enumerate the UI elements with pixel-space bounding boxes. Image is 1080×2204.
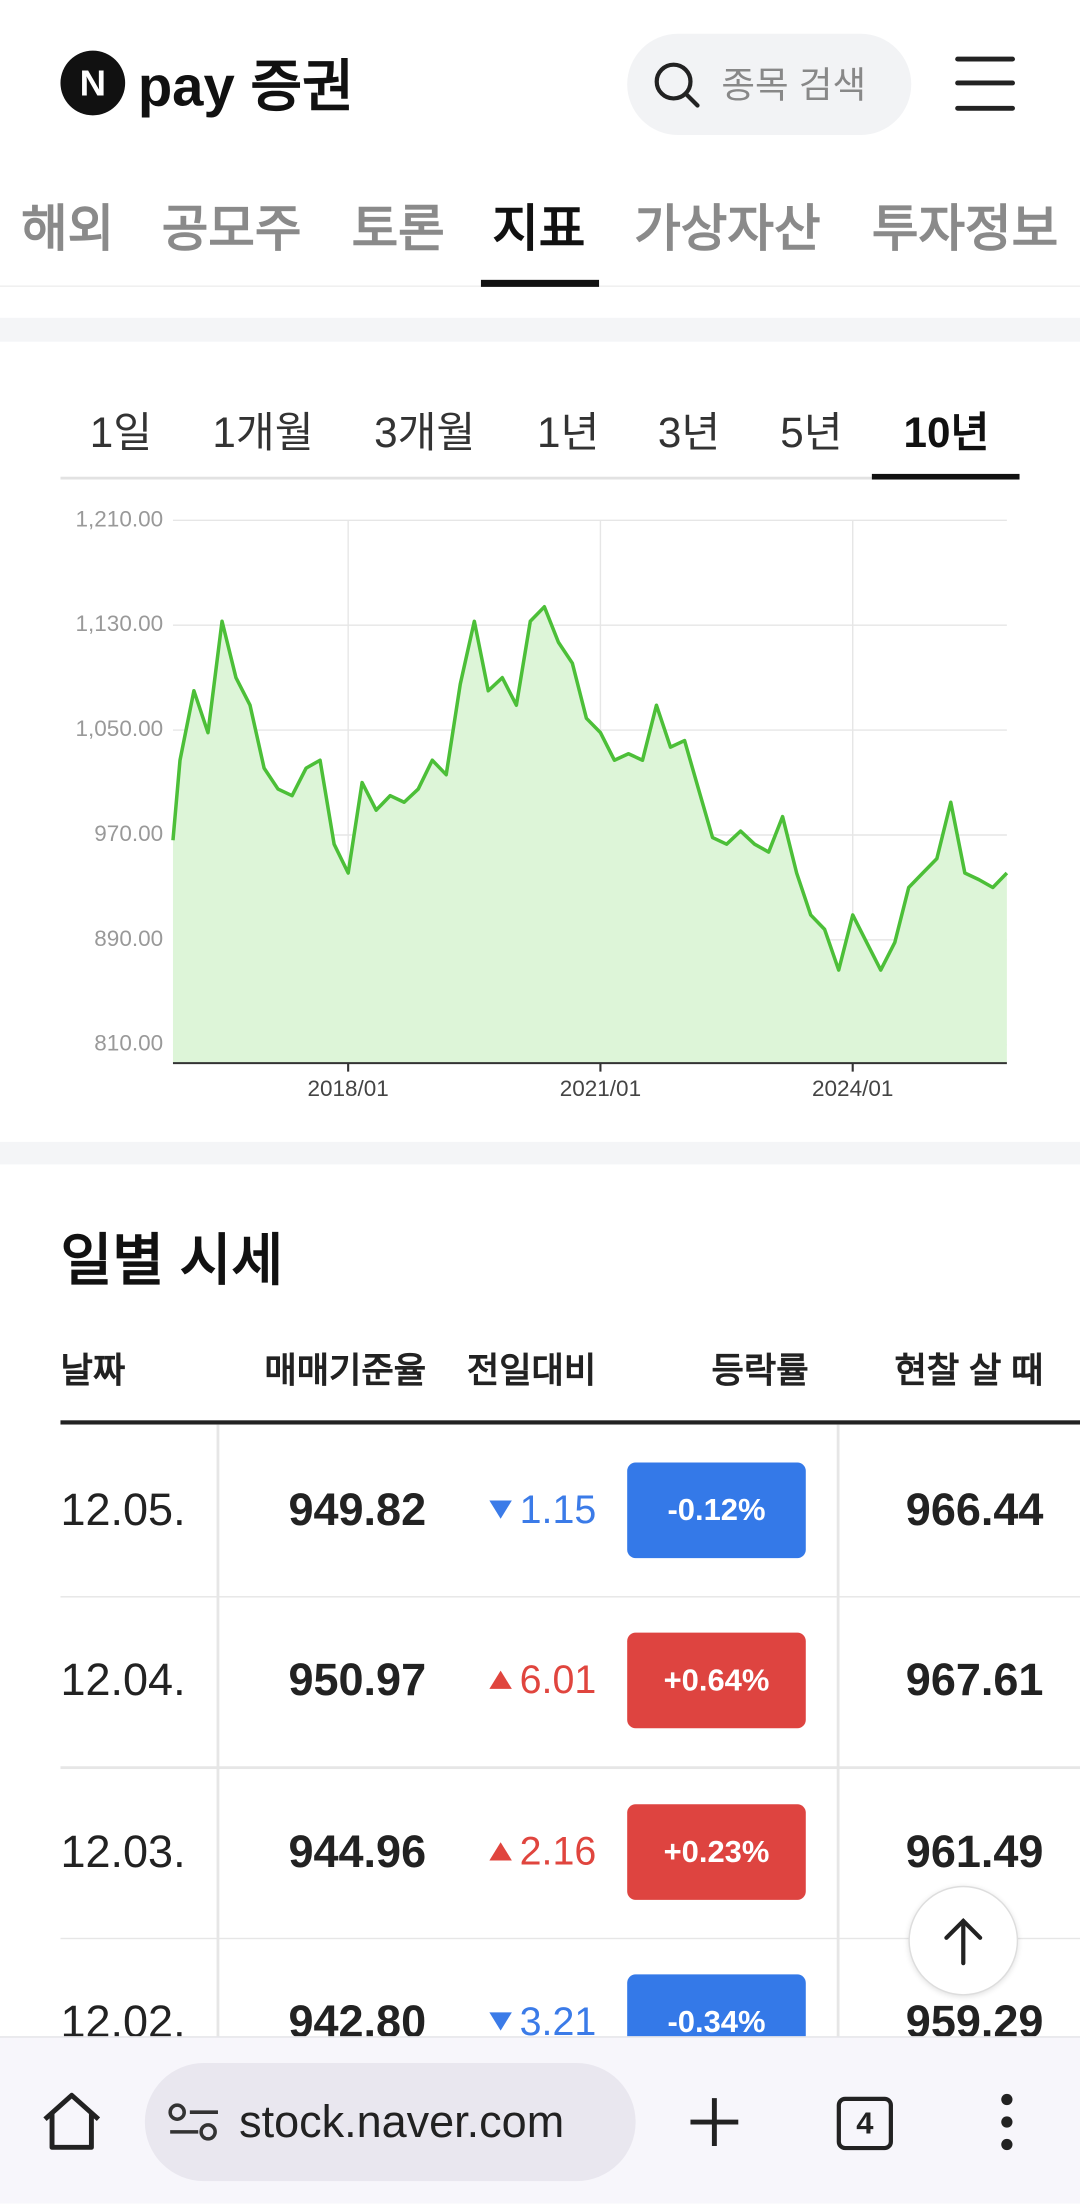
column-header: 날짜 xyxy=(60,1351,126,1391)
x-tick-label: 2018/01 xyxy=(307,1076,388,1101)
change-badge: +0.23% xyxy=(627,1803,806,1900)
column-header: 매매기준율 xyxy=(264,1351,427,1391)
more-button[interactable] xyxy=(993,2091,1021,2153)
nav-tab[interactable]: 투자정보 xyxy=(871,199,1059,258)
arrow-down xyxy=(488,1500,512,1519)
change-badge: +0.64% xyxy=(627,1633,806,1729)
search-placeholder: 종목 검색 xyxy=(721,63,867,107)
period-tab[interactable]: 1일 xyxy=(89,410,153,458)
search-box[interactable]: 종목 검색 xyxy=(627,33,912,135)
column-header: 등락률 xyxy=(711,1351,809,1391)
change-badge: -0.12% xyxy=(627,1462,806,1558)
new-tab-button[interactable] xyxy=(686,2094,742,2150)
x-tick-label: 2021/01 xyxy=(560,1076,641,1101)
url-bar[interactable]: stock.naver.com xyxy=(144,2062,636,2182)
row-change: 2.16 xyxy=(519,1829,597,1873)
change-pct: +0.64% xyxy=(663,1662,770,1698)
line xyxy=(171,605,1009,972)
browser-bar: stock.naver.com 4 xyxy=(0,2036,1080,2204)
arrow-up xyxy=(488,1670,512,1690)
arrow-up-icon xyxy=(944,1917,983,1966)
site-settings-icon xyxy=(168,2103,218,2141)
url-text: stock.naver.com xyxy=(239,2096,565,2147)
row-date: 12.05. xyxy=(60,1483,186,1535)
y-tick-label: 1,130.00 xyxy=(76,611,164,636)
row-cash-buy: 961.49 xyxy=(905,1825,1044,1877)
logo-text[interactable]: pay 증권 xyxy=(137,56,354,119)
period-tab[interactable]: 3개월 xyxy=(374,410,476,458)
y-tick-label: 1,210.00 xyxy=(76,506,164,531)
nav-tab-indicator xyxy=(480,279,600,287)
y-tick-label: 890.00 xyxy=(94,926,163,951)
row-rate: 944.96 xyxy=(288,1825,427,1877)
tab-count-button[interactable]: 4 xyxy=(836,2096,893,2151)
section-gap xyxy=(0,317,1080,342)
change-pct: -0.34% xyxy=(667,2004,766,2040)
period-tab[interactable]: 1년 xyxy=(536,410,600,458)
scroll-top-button[interactable] xyxy=(908,1885,1019,1996)
home-button[interactable] xyxy=(37,2087,107,2157)
y-tick-label: 1,050.00 xyxy=(76,716,164,741)
x-tick-label: 2024/01 xyxy=(812,1076,893,1101)
column-header: 전일대비 xyxy=(466,1351,597,1391)
row-rate: 950.97 xyxy=(288,1654,427,1706)
nav-tab[interactable]: 공모주 xyxy=(161,199,302,258)
row-date: 12.04. xyxy=(60,1654,186,1706)
y-tick-label: 810.00 xyxy=(94,1031,163,1056)
period-tab[interactable]: 3년 xyxy=(657,410,721,458)
chart: 810.00 890.00 970.00 1,050.00 1,130.00 1,210.… xyxy=(76,506,1009,1101)
section-title: 일별 시세 xyxy=(60,1230,284,1293)
row-date: 12.03. xyxy=(60,1825,186,1877)
section-gap xyxy=(0,1141,1080,1165)
change-pct: -0.12% xyxy=(667,1491,766,1527)
nav-tab[interactable]: 가상자산 xyxy=(634,199,821,258)
arrow-up xyxy=(488,1841,512,1861)
period-tab[interactable]: 1개월 xyxy=(212,410,314,458)
nav-tab[interactable]: 토론 xyxy=(351,199,445,258)
period-tab[interactable]: 10년 xyxy=(903,410,990,458)
row-divider xyxy=(60,1595,1080,1598)
menu-button[interactable] xyxy=(953,51,1018,116)
logo-icon[interactable]: N xyxy=(60,50,126,116)
area-fill xyxy=(172,606,1007,1064)
row-rate: 949.82 xyxy=(288,1483,427,1535)
search-icon xyxy=(654,62,700,108)
change-pct: +0.23% xyxy=(663,1833,770,1869)
column-header: 현찰 살 때 xyxy=(894,1351,1044,1391)
row-change: 6.01 xyxy=(519,1658,597,1702)
period-tab[interactable]: 5년 xyxy=(780,410,843,458)
row-cash-buy: 967.61 xyxy=(905,1654,1044,1706)
header-rule xyxy=(60,1420,1080,1425)
row-change: 1.15 xyxy=(519,1487,597,1532)
nav-tab[interactable]: 해외 xyxy=(21,199,115,258)
nav-tab[interactable]: 지표 xyxy=(492,199,586,258)
y-tick-label: 970.00 xyxy=(94,821,163,846)
row-cash-buy: 966.44 xyxy=(905,1483,1044,1535)
period-border xyxy=(60,476,1020,480)
row-divider xyxy=(60,1937,1080,1940)
arrow-down xyxy=(488,2012,512,2031)
row-divider xyxy=(60,1766,1080,1769)
period-tab-indicator xyxy=(871,473,1020,480)
